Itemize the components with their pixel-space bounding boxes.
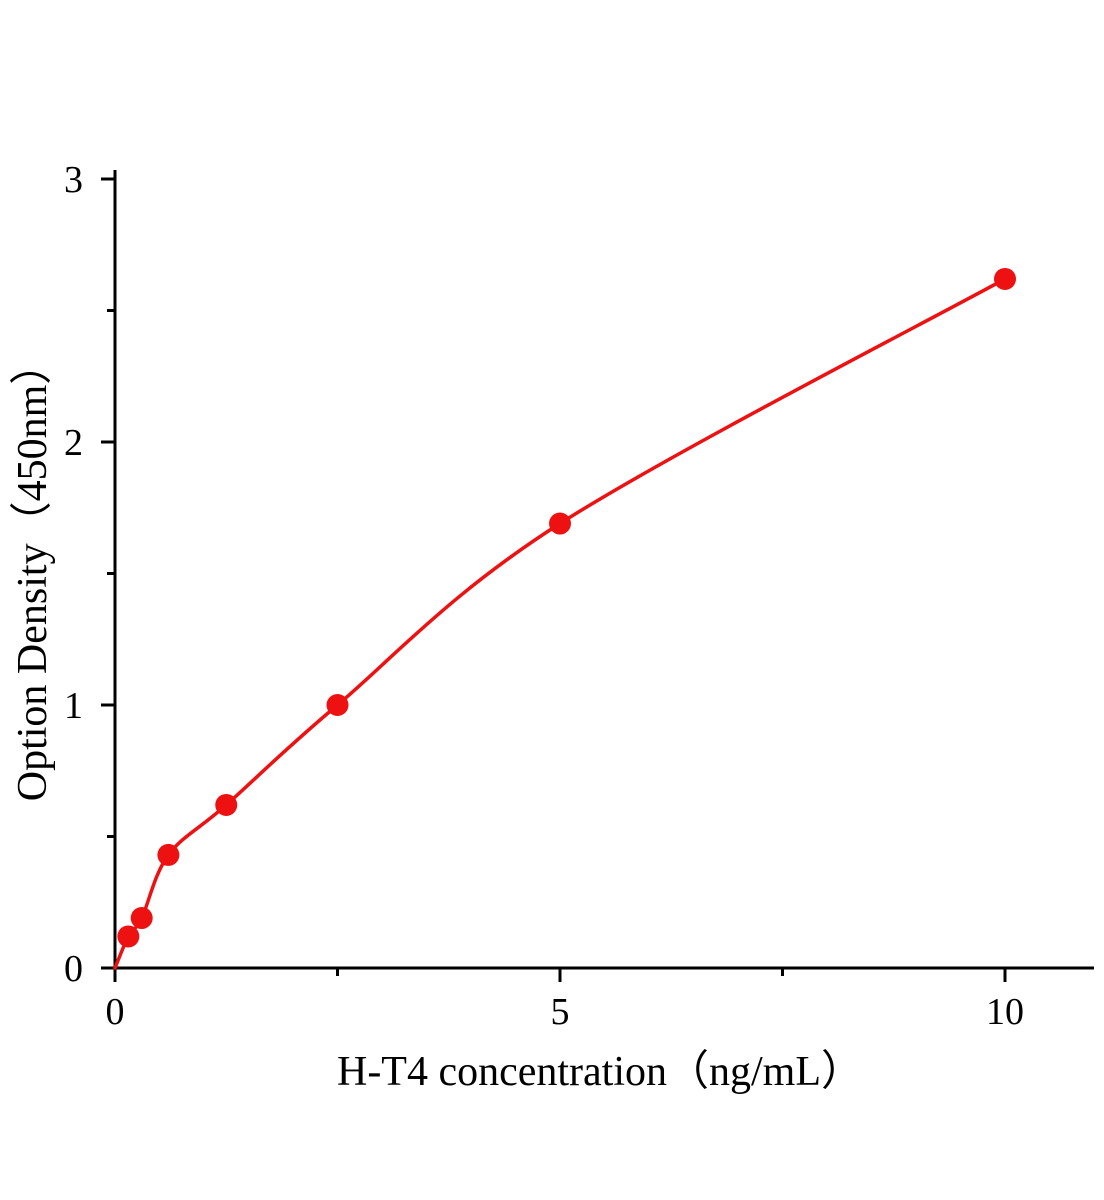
- fit-curve: [113, 277, 1007, 970]
- y-tick-label: 2: [64, 422, 83, 464]
- data-series: [113, 267, 1016, 970]
- data-point: [117, 925, 140, 948]
- x-tick-label: 5: [551, 991, 570, 1033]
- data-point: [549, 512, 571, 535]
- y-tick-label: 1: [64, 685, 83, 727]
- x-tick-label: 10: [986, 991, 1024, 1033]
- y-tick-label: 0: [64, 948, 83, 990]
- data-point: [130, 907, 153, 930]
- y-axis-label: Option Density（450nm）: [10, 343, 56, 802]
- x-tick-label: 0: [106, 991, 125, 1033]
- axes: 0 5 10 0 1 2 3: [64, 159, 1094, 1033]
- data-point: [326, 694, 349, 716]
- data-point: [215, 793, 238, 816]
- data-point: [157, 843, 180, 866]
- data-point: [994, 267, 1016, 290]
- y-tick-label: 3: [64, 159, 83, 201]
- x-axis-label: H-T4 concentration（ng/mL）: [337, 1049, 863, 1095]
